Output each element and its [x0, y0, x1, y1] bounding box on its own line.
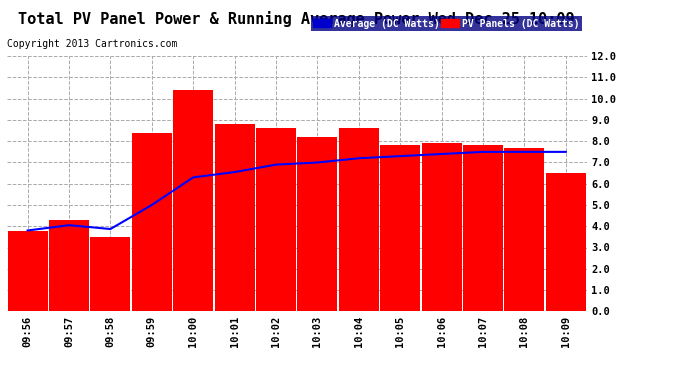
Bar — [8, 231, 48, 311]
Bar — [504, 148, 544, 311]
Text: Total PV Panel Power & Running Average Power Wed Dec 25 10:09: Total PV Panel Power & Running Average P… — [19, 11, 575, 27]
Bar — [422, 143, 462, 311]
Bar — [90, 237, 130, 311]
Bar — [173, 90, 213, 311]
Bar — [256, 129, 296, 311]
Bar — [297, 137, 337, 311]
Text: Copyright 2013 Cartronics.com: Copyright 2013 Cartronics.com — [7, 39, 177, 50]
Bar — [132, 133, 172, 311]
Bar — [380, 146, 420, 311]
Bar — [463, 146, 503, 311]
Legend: Average (DC Watts), PV Panels (DC Watts): Average (DC Watts), PV Panels (DC Watts) — [310, 16, 582, 31]
Bar — [546, 173, 586, 311]
Bar — [49, 220, 89, 311]
Bar — [339, 129, 379, 311]
Bar — [215, 124, 255, 311]
